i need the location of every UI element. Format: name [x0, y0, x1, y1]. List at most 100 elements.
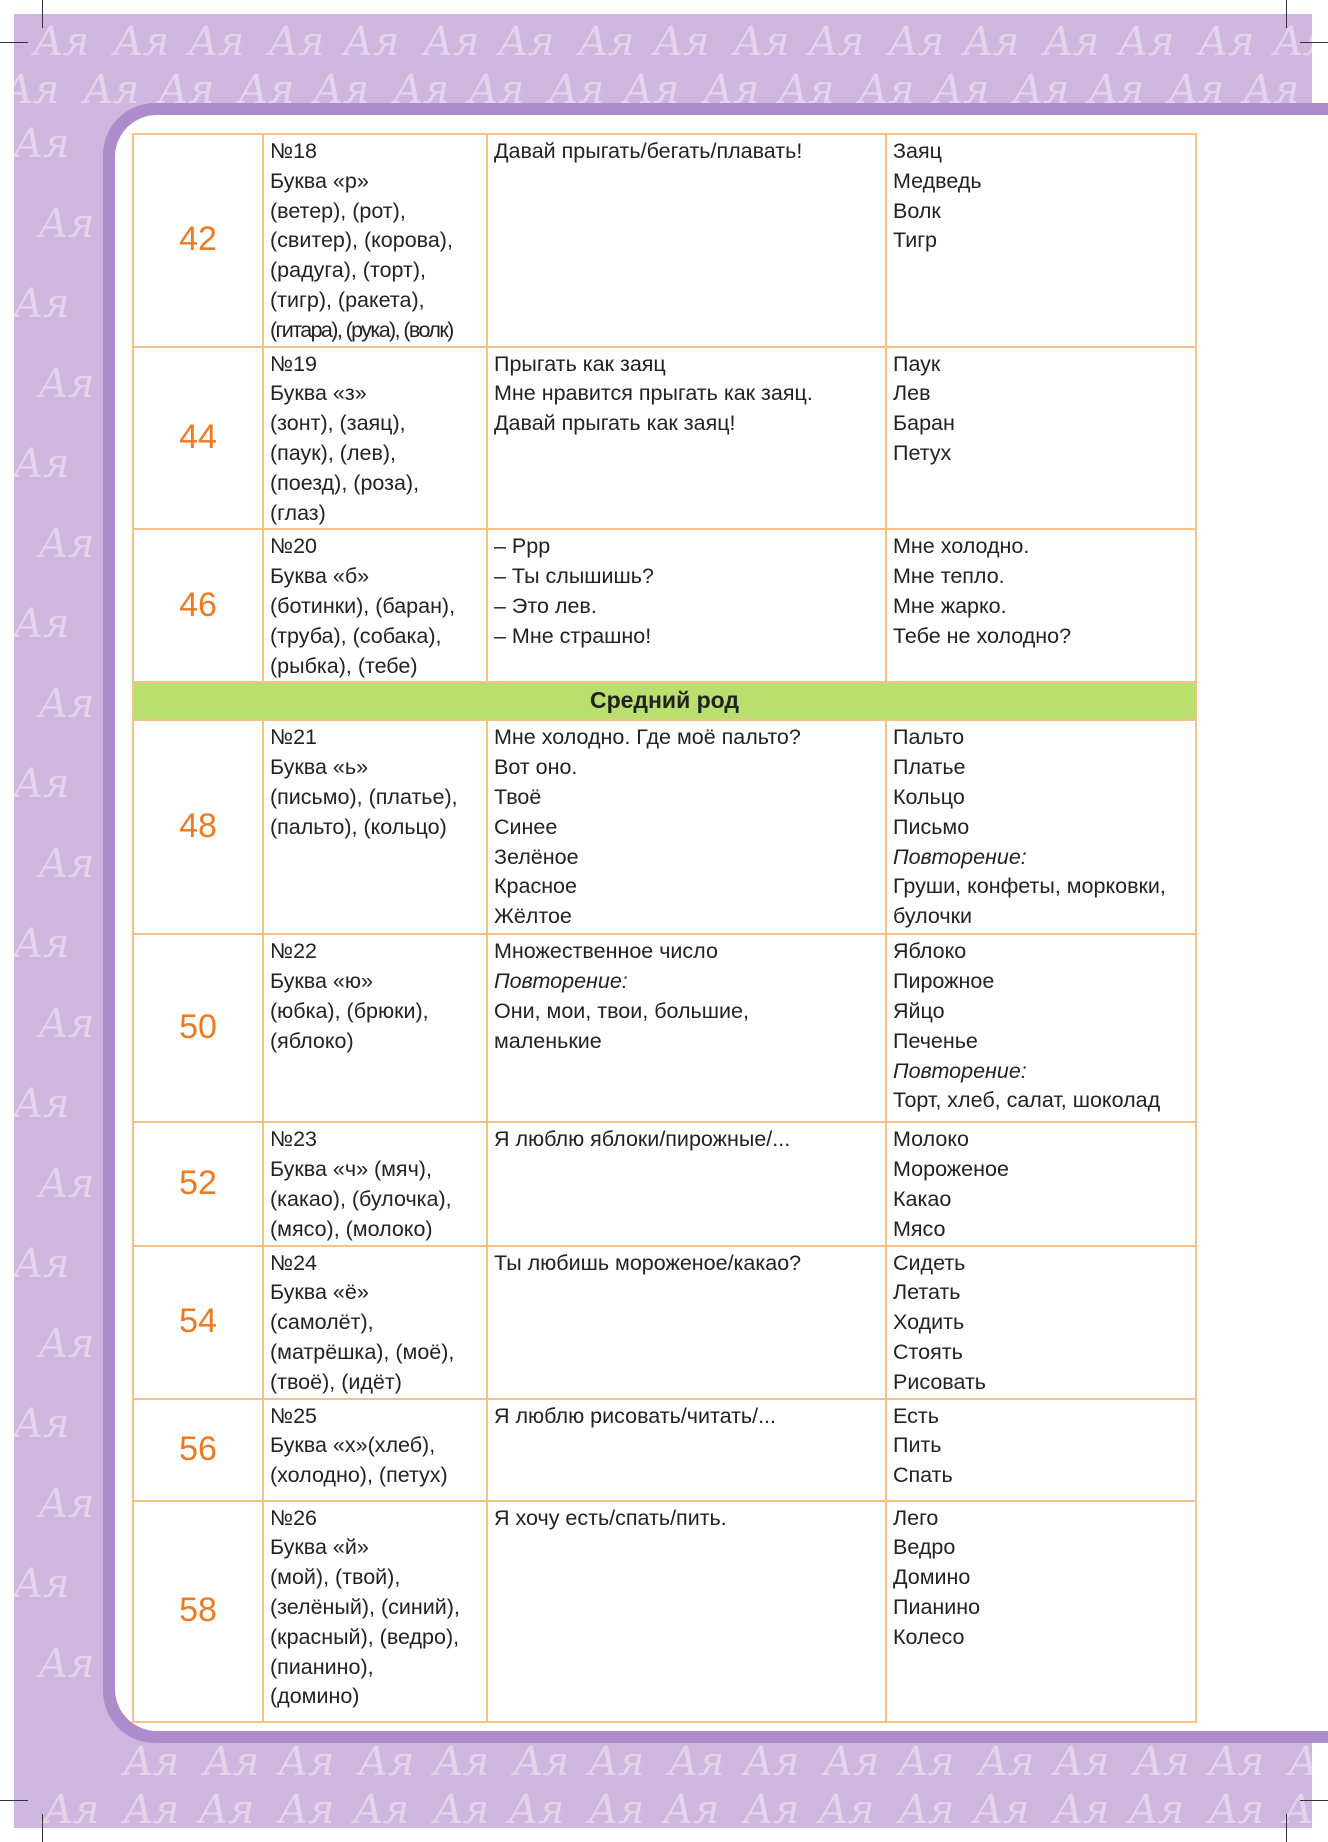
- crop-mark: [1286, 0, 1287, 28]
- pattern-glyph: Aя: [434, 1787, 490, 1828]
- pattern-glyph: Aя: [1119, 19, 1175, 65]
- phrase-line: Мне нравится прыгать как заяц.: [494, 381, 813, 406]
- lesson-line: Буква «ё»: [270, 1280, 369, 1305]
- phrase-line: Синее: [494, 814, 558, 839]
- pattern-glyph: Aя: [974, 1787, 1030, 1828]
- lesson-line: (ботинки), (баран),: [270, 593, 456, 618]
- lesson-line: Буква «й»: [270, 1535, 369, 1560]
- lesson-line: (рыбка), (тебе): [270, 653, 418, 678]
- word-line: Мне холодно.: [893, 534, 1030, 559]
- pattern-glyph: Aя: [279, 1787, 335, 1828]
- crop-mark: [1300, 1800, 1328, 1801]
- pattern-glyph: Aя: [39, 841, 95, 887]
- lesson-line: Буква «ь»: [270, 755, 369, 780]
- lesson-line: Буква «б»: [270, 564, 370, 589]
- table-row: 50 №22 Буква «ю» (юбка), (брюки), (яблоко) Мн…: [132, 933, 1197, 1124]
- lesson-line: (свитер), (корова),: [270, 228, 453, 253]
- pattern-glyph: Aя: [14, 601, 70, 647]
- phrases-cell: Я хочу есть/спать/пить.: [486, 1499, 887, 1723]
- page-number: 44: [132, 345, 264, 531]
- pattern-glyph: Aя: [269, 19, 325, 65]
- pattern-glyph: Aя: [1284, 1787, 1312, 1828]
- lesson-line: (радуга), (торт),: [270, 258, 426, 283]
- pattern-glyph: Aя: [744, 1739, 800, 1785]
- word-line: Мороженое: [893, 1157, 1009, 1182]
- pattern-glyph: Aя: [114, 19, 170, 65]
- table-row: 56 №25 Буква «х»(хлеб), (холодно), (петух) Я…: [132, 1397, 1197, 1502]
- lesson-line: №25: [270, 1403, 317, 1428]
- lesson-line: (мой), (твой),: [270, 1565, 401, 1590]
- crop-mark: [42, 1814, 43, 1842]
- lesson-line: Буква «ч» (мяч),: [270, 1157, 432, 1182]
- section-title: Средний род: [132, 681, 1197, 722]
- page-number: 54: [132, 1244, 264, 1400]
- pattern-glyph: Aя: [39, 201, 95, 247]
- lesson-line: (гитара), (рука), (волк): [270, 317, 454, 342]
- phrase-line: – Ты слышишь?: [494, 564, 654, 589]
- pattern-glyph: Aя: [1199, 19, 1255, 65]
- pattern-glyph: Aя: [1054, 1787, 1110, 1828]
- word-line: булочки: [893, 904, 973, 929]
- pattern-glyph: Aя: [744, 1787, 800, 1828]
- phrase-line: Я люблю рисовать/читать/...: [494, 1403, 777, 1428]
- words-cell: Мне холодно. Мне тепло. Мне жарко. Тебе не …: [885, 528, 1197, 684]
- lesson-line: (самолёт),: [270, 1310, 374, 1335]
- lesson-line: №23: [270, 1127, 317, 1152]
- word-line: Рисовать: [893, 1369, 987, 1394]
- pattern-glyph: Aя: [39, 681, 95, 727]
- pattern-glyph: Aя: [189, 19, 245, 65]
- pattern-glyph: Aя: [359, 1739, 415, 1785]
- lesson-table: 42 №18 Буква «р» (ветер), (рот), (свитер), (…: [132, 133, 1197, 1723]
- lesson-line: №26: [270, 1505, 317, 1530]
- pattern-glyph: Aя: [14, 1241, 70, 1287]
- lesson-line: (поезд), (роза),: [270, 470, 420, 495]
- word-line: Мне тепло.: [893, 564, 1005, 589]
- lesson-cell: №23 Буква «ч» (мяч), (какао), (булочка), (м…: [262, 1121, 488, 1247]
- lesson-line: (паук), (лев),: [270, 440, 396, 465]
- lesson-cell: №18 Буква «р» (ветер), (рот), (свитер), (ко…: [262, 133, 488, 348]
- pattern-glyph: Aя: [899, 1739, 955, 1785]
- word-line: Пить: [893, 1433, 942, 1458]
- lesson-cell: №24 Буква «ё» (самолёт), (матрёшка), (моё)…: [262, 1244, 488, 1400]
- pattern-glyph: Aя: [1134, 1739, 1190, 1785]
- phrases-cell: Мне холодно. Где моё пальто? Вот оно. Твоё…: [486, 719, 887, 936]
- word-line: Баран: [893, 411, 955, 436]
- lesson-cell: №20 Буква «б» (ботинки), (баран), (труба), …: [262, 528, 488, 684]
- phrase-line: Мне холодно. Где моё пальто?: [494, 725, 801, 750]
- word-line: Мне жарко.: [893, 593, 1007, 618]
- lesson-cell: №25 Буква «х»(хлеб), (холодно), (петух): [262, 1397, 488, 1502]
- words-cell: Лего Ведро Домино Пианино Колесо: [885, 1499, 1197, 1723]
- pattern-glyph: Aя: [1044, 19, 1100, 65]
- lesson-line: (зелёный), (синий),: [270, 1594, 460, 1619]
- phrase-line: маленькие: [494, 1028, 602, 1053]
- lesson-line: (твоё), (идёт): [270, 1369, 402, 1394]
- phrase-line: Прыгать как заяц: [494, 351, 666, 376]
- lesson-line: (холодно), (петух): [270, 1463, 448, 1488]
- pattern-glyph: Aя: [979, 1739, 1035, 1785]
- pattern-glyph: Aя: [14, 761, 70, 807]
- pattern-glyph: Aя: [434, 1739, 490, 1785]
- pattern-glyph: Aя: [39, 1321, 95, 1367]
- pattern-glyph: Aя: [39, 361, 95, 407]
- phrases-cell: Давай прыгать/бегать/плавать!: [486, 133, 887, 348]
- pattern-glyph: Aя: [514, 1739, 570, 1785]
- pattern-glyph: Aя: [499, 19, 555, 65]
- pattern-glyph: Aя: [14, 1561, 70, 1607]
- pattern-glyph: Aя: [39, 521, 95, 567]
- word-line: Летать: [893, 1280, 961, 1305]
- pattern-glyph: Aя: [14, 1401, 70, 1447]
- phrase-line: – Это лев.: [494, 593, 597, 618]
- word-line: Груши, конфеты, морковки,: [893, 874, 1166, 899]
- page-number: 56: [132, 1397, 264, 1502]
- pattern-glyph: Aя: [579, 19, 635, 65]
- word-line: Домино: [893, 1565, 971, 1590]
- lesson-line: Буква «х»(хлеб),: [270, 1433, 436, 1458]
- phrase-line: Давай прыгать как заяц!: [494, 411, 736, 436]
- phrases-cell: Прыгать как заяц Мне нравится прыгать как…: [486, 345, 887, 531]
- pattern-glyph: Aя: [14, 281, 70, 327]
- pattern-glyph: Aя: [734, 19, 790, 65]
- word-line: Пианино: [893, 1594, 981, 1619]
- words-cell: Паук Лев Баран Петух: [885, 345, 1197, 531]
- pattern-glyph: Aя: [14, 921, 70, 967]
- word-line: Повторение:: [893, 1058, 1027, 1083]
